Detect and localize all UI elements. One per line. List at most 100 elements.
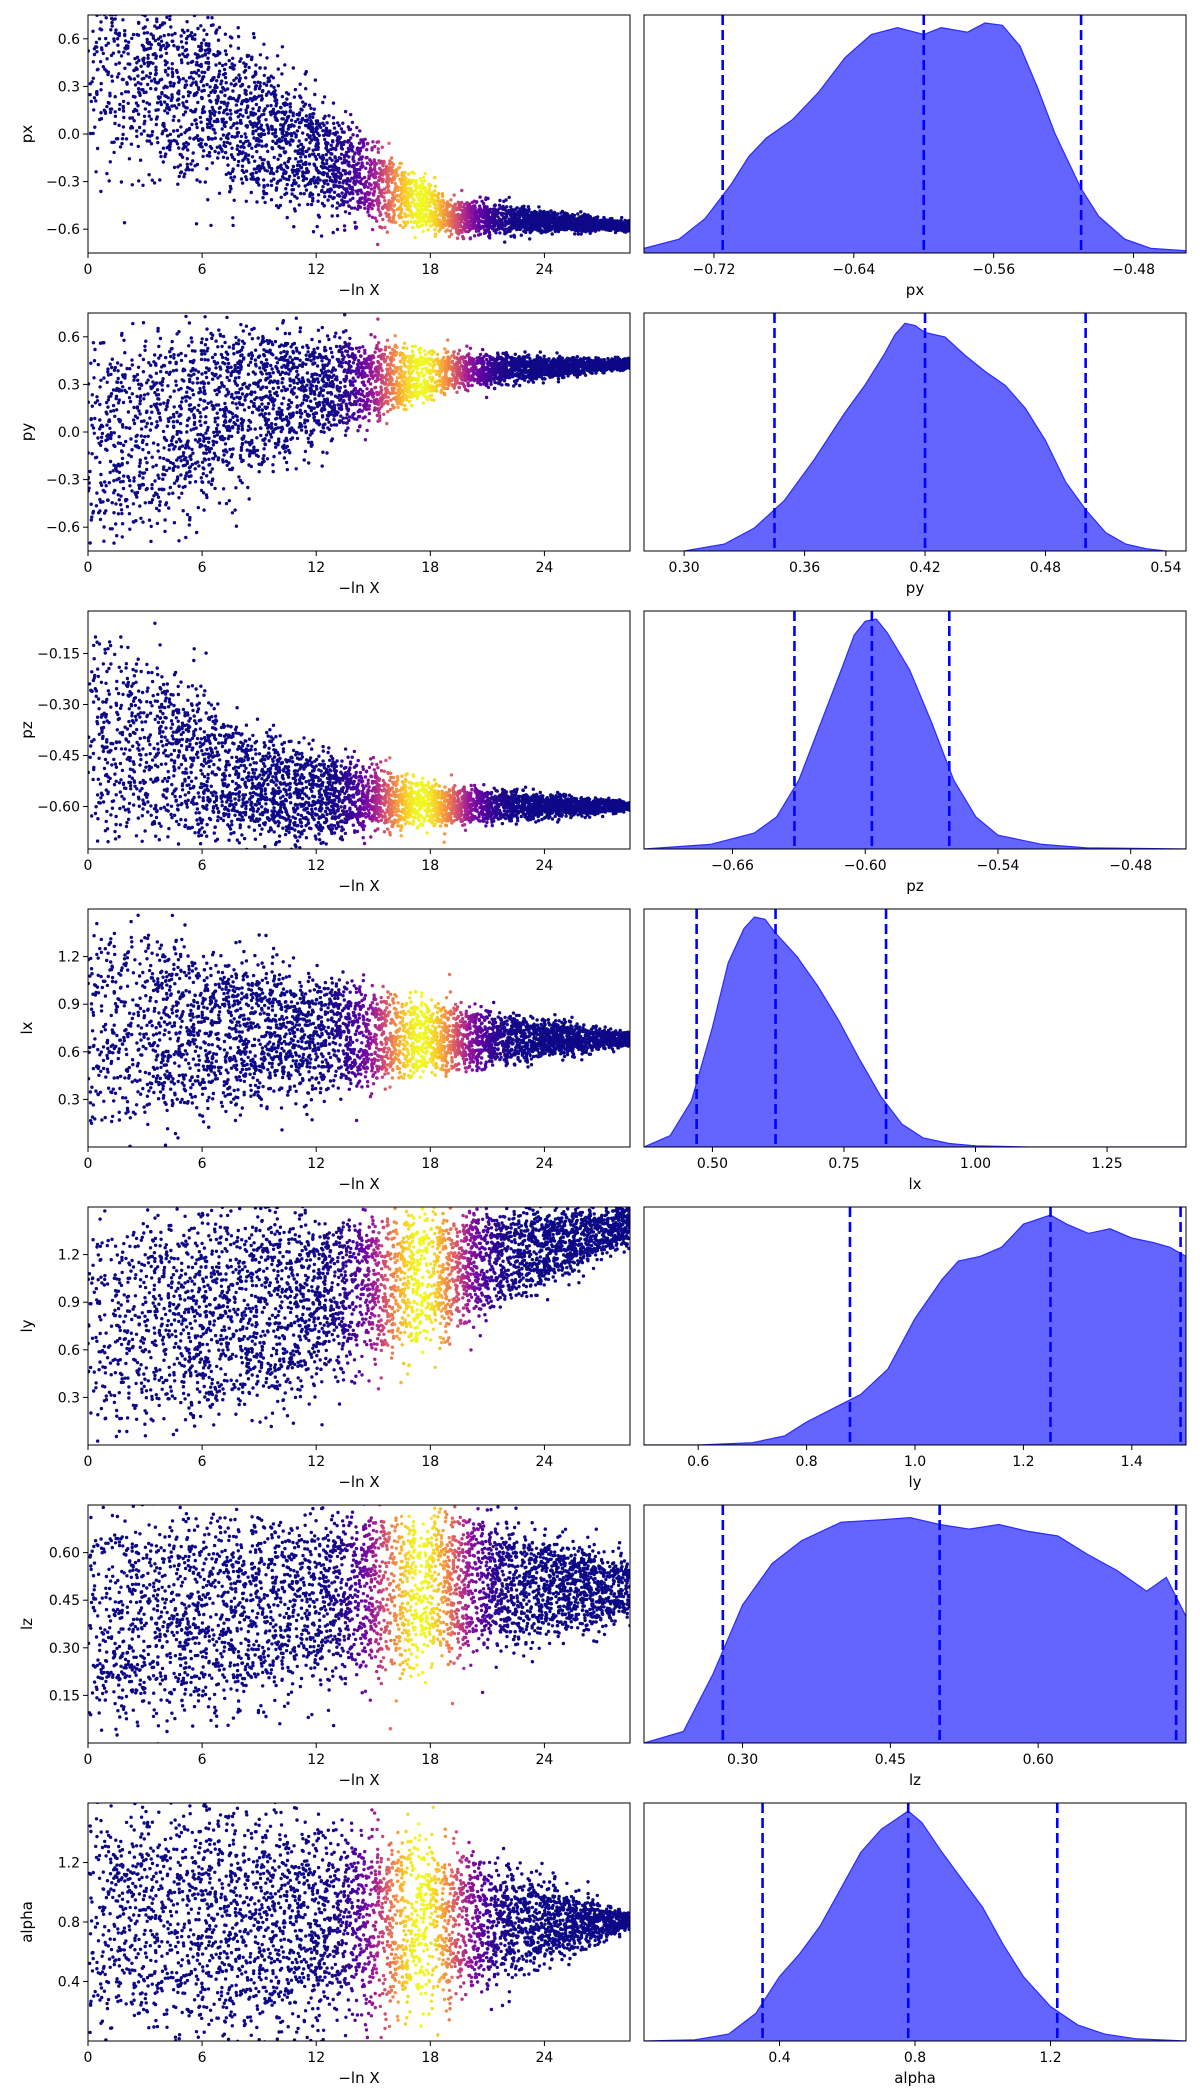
trace-point (175, 70, 179, 75)
trace-point (162, 446, 166, 450)
trace-point (138, 158, 143, 162)
trace-point (356, 192, 360, 196)
trace-point (623, 222, 627, 226)
trace-point (253, 87, 257, 91)
trace-point (153, 38, 158, 43)
trace-point (92, 108, 96, 112)
trace-point (250, 155, 255, 159)
trace-point (214, 63, 218, 67)
trace-point (136, 81, 140, 85)
trace-point (239, 57, 243, 61)
trace-point (193, 109, 197, 114)
y-tick-label: 0.3 (58, 79, 80, 95)
trace-point (400, 171, 404, 175)
trace-point (222, 108, 227, 113)
trace-point (553, 228, 557, 233)
trace-point (268, 393, 273, 397)
trace-point (331, 101, 336, 105)
trace-point (139, 64, 143, 69)
trace-point (262, 192, 266, 196)
trace-point (117, 107, 122, 112)
trace-point (272, 177, 276, 181)
trace-point (115, 37, 120, 41)
trace-point (437, 207, 441, 211)
trace-point (210, 137, 215, 141)
trace-point (383, 348, 388, 352)
trace-point (225, 112, 229, 116)
trace-point (143, 15, 147, 18)
trace-point (239, 108, 243, 112)
trace-point (433, 220, 437, 224)
trace-point (262, 109, 266, 113)
trace-point (154, 122, 158, 127)
trace-point (276, 84, 280, 88)
trace-point (185, 157, 189, 161)
trace-point (240, 83, 244, 87)
trace-point (370, 161, 374, 165)
trace-point (464, 218, 468, 222)
trace-point (250, 146, 254, 150)
trace-point (318, 178, 322, 182)
trace-point (113, 4, 116, 7)
trace-point (168, 145, 172, 149)
trace-point (455, 206, 459, 210)
trace-point (244, 110, 248, 115)
trace-point (187, 523, 191, 527)
trace-point (562, 223, 567, 227)
trace-point (168, 132, 172, 137)
trace-point (331, 230, 335, 235)
trace-point (182, 175, 186, 179)
trace-point (265, 92, 269, 96)
trace-point (235, 121, 239, 125)
trace-point (409, 210, 414, 214)
trace-point (273, 130, 278, 135)
trace-point (176, 134, 181, 138)
trace-point (155, 136, 159, 140)
trace-point (280, 402, 284, 406)
trace-point (172, 43, 176, 48)
trace-point (135, 129, 139, 133)
trace-point (556, 229, 561, 234)
trace-point (398, 186, 402, 190)
trace-point (151, 36, 156, 40)
trace-point (314, 185, 318, 189)
trace-point (138, 6, 141, 9)
trace-point (587, 227, 591, 231)
trace-point (91, 29, 95, 33)
trace-point (158, 35, 163, 39)
trace-point (405, 205, 410, 210)
trace-point (119, 180, 124, 184)
trace-point (405, 220, 410, 224)
trace-point (247, 65, 251, 70)
trace-point (316, 176, 320, 180)
trace-point (155, 81, 159, 85)
trace-point (422, 349, 427, 353)
trace-point (495, 208, 500, 212)
trace-point (315, 224, 319, 229)
trace-point (231, 89, 235, 93)
trace-point (467, 223, 472, 227)
trace-point (94, 40, 99, 45)
trace-point (96, 6, 99, 9)
trace-point (143, 25, 147, 29)
trace-point (106, 100, 111, 105)
trace-point (96, 67, 100, 72)
trace-point (141, 99, 146, 104)
trace-point (380, 161, 384, 165)
trace-point (554, 223, 559, 228)
trace-point (167, 6, 170, 9)
trace-point (380, 172, 384, 176)
trace-point (288, 124, 293, 129)
trace-point (391, 162, 396, 167)
trace-point (276, 157, 280, 161)
trace-point (179, 153, 183, 157)
trace-point (301, 145, 305, 149)
trace-point (158, 150, 163, 155)
trace-point (121, 11, 124, 14)
trace-point (559, 211, 563, 215)
trace-point (175, 106, 179, 110)
trace-point (341, 130, 346, 134)
trace-point (301, 170, 305, 174)
trace-point (251, 129, 255, 134)
trace-point (366, 210, 370, 214)
